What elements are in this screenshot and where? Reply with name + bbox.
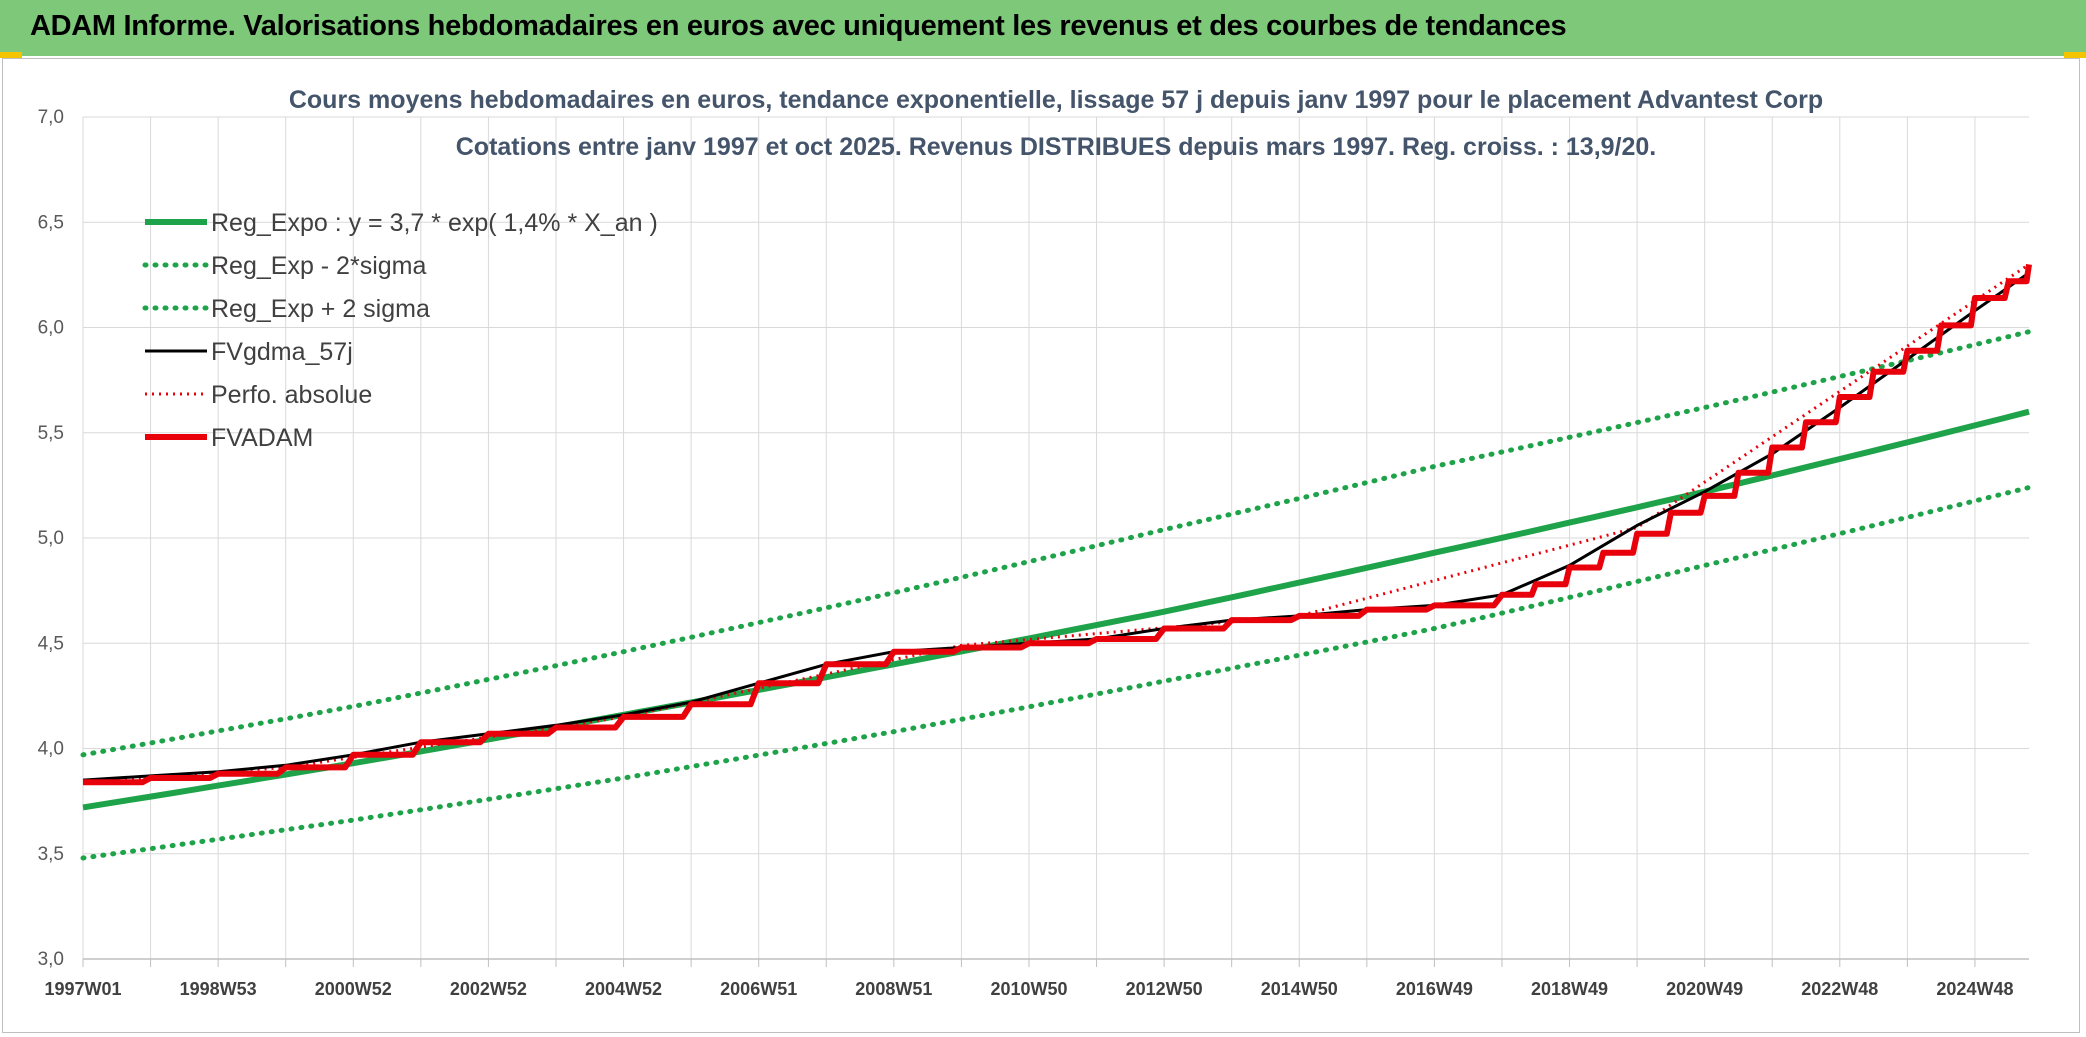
report-banner: ADAM Informe. Valorisations hebdomadaire… bbox=[0, 0, 2086, 56]
legend-label: Perfo. absolue bbox=[211, 381, 372, 409]
x-axis-ticks: 1997W01 1998W53 2000W52 2002W52 2004W52 2006W… bbox=[44, 959, 2013, 999]
series-line-reg-exp-2-sigma bbox=[80, 329, 2032, 758]
y-axis-ticks: 3,0 3,5 4,0 4,5 5,0 5,5 6,0 6,5 7,0 bbox=[38, 107, 64, 970]
x-tick-label: 1998W53 bbox=[180, 979, 257, 999]
chart-frame: 3,0 3,5 4,0 4,5 5,0 5,5 6,0 6,5 7,0 1997W01 1998W… bbox=[2, 58, 2080, 1033]
corner-accent-right bbox=[2064, 52, 2086, 58]
y-tick-label: 5,0 bbox=[38, 528, 64, 549]
x-tick-label: 2020W49 bbox=[1666, 979, 1743, 999]
series-line-perfo-absolue bbox=[82, 263, 2030, 784]
legend-label: Reg_Expo : y = 3,7 * exp( 1,4% * X_an ) bbox=[211, 209, 658, 237]
y-tick-label: 5,5 bbox=[38, 423, 64, 444]
corner-accent-left bbox=[0, 52, 22, 58]
x-tick-label: 2002W52 bbox=[450, 979, 527, 999]
x-tick-label: 2000W52 bbox=[315, 979, 392, 999]
chart-subtitle: Cotations entre janv 1997 et oct 2025. R… bbox=[456, 133, 1657, 161]
x-tick-label: 2012W50 bbox=[1126, 979, 1203, 999]
series-line-fvadam bbox=[83, 263, 2032, 786]
chart-titles: Cours moyens hebdomadaires en euros, ten… bbox=[289, 86, 1823, 161]
x-tick-label: 2024W48 bbox=[1936, 979, 2013, 999]
x-tick-label: 2004W52 bbox=[585, 979, 662, 999]
y-tick-label: 6,0 bbox=[38, 318, 64, 339]
legend-label: Reg_Exp - 2*sigma bbox=[211, 252, 426, 280]
grid bbox=[82, 116, 2029, 960]
x-tick-label: 1997W01 bbox=[44, 979, 121, 999]
x-tick-label: 2014W50 bbox=[1261, 979, 1338, 999]
y-tick-label: 7,0 bbox=[38, 107, 64, 128]
y-tick-label: 4,5 bbox=[38, 633, 64, 654]
x-tick-label: 2022W48 bbox=[1801, 979, 1878, 999]
legend-label: Reg_Exp + 2 sigma bbox=[211, 295, 430, 323]
series-line-fvgdma-57j bbox=[82, 271, 2030, 782]
legend: Reg_Expo : y = 3,7 * exp( 1,4% * X_an ) R… bbox=[142, 209, 658, 452]
series bbox=[80, 263, 2032, 861]
legend-label: FVgdma_57j bbox=[211, 338, 353, 366]
report-title: ADAM Informe. Valorisations hebdomadaire… bbox=[30, 10, 1567, 42]
x-tick-label: 2006W51 bbox=[720, 979, 797, 999]
line-chart: 3,0 3,5 4,0 4,5 5,0 5,5 6,0 6,5 7,0 1997W01 1998W… bbox=[38, 86, 2032, 999]
y-tick-label: 3,5 bbox=[38, 844, 64, 865]
series-line-reg-exp-2-sigma bbox=[80, 485, 2032, 861]
y-tick-label: 4,0 bbox=[38, 739, 64, 760]
legend-label: FVADAM bbox=[211, 424, 313, 452]
x-tick-label: 2008W51 bbox=[855, 979, 932, 999]
x-tick-label: 2010W50 bbox=[990, 979, 1067, 999]
x-tick-label: 2018W49 bbox=[1531, 979, 1608, 999]
y-tick-label: 3,0 bbox=[38, 949, 64, 970]
x-tick-label: 2016W49 bbox=[1396, 979, 1473, 999]
chart-title: Cours moyens hebdomadaires en euros, ten… bbox=[289, 86, 1823, 114]
y-tick-label: 6,5 bbox=[38, 212, 64, 233]
